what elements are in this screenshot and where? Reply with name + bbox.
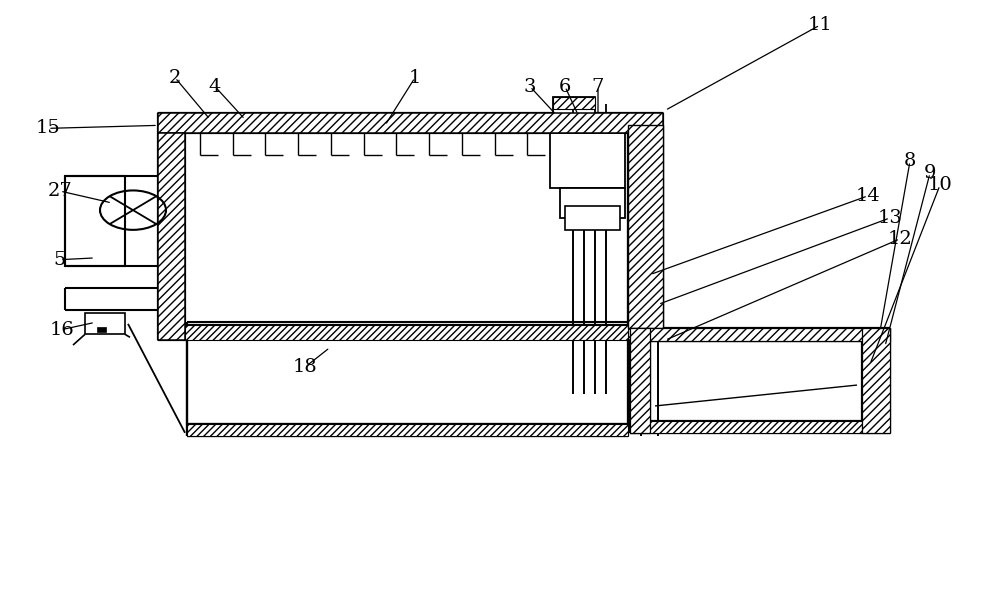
Text: 10: 10	[928, 176, 952, 194]
Bar	[862, 328, 890, 433]
Bar	[630, 328, 650, 433]
Bar	[628, 125, 663, 328]
Text: 11: 11	[808, 16, 832, 34]
Bar	[553, 97, 595, 133]
Bar	[85, 313, 125, 334]
Bar	[158, 133, 185, 340]
Text: 4: 4	[209, 78, 221, 96]
Bar	[158, 113, 663, 133]
Text: 13: 13	[878, 209, 902, 227]
Bar	[650, 341, 862, 421]
Text: 14: 14	[856, 187, 880, 205]
Text: 8: 8	[904, 152, 916, 170]
Text: 7: 7	[592, 78, 604, 96]
Bar	[187, 424, 628, 436]
Text: 3: 3	[524, 78, 536, 96]
Text: 5: 5	[54, 251, 66, 269]
Text: 12: 12	[888, 230, 912, 248]
Bar	[630, 328, 890, 341]
Text: 15: 15	[36, 119, 60, 137]
Text: 16: 16	[50, 321, 74, 338]
Bar	[628, 133, 663, 340]
Bar	[553, 97, 595, 109]
Bar	[185, 133, 628, 325]
Bar	[65, 176, 125, 266]
Bar	[185, 325, 628, 340]
Text: 2: 2	[169, 69, 181, 87]
Text: 6: 6	[559, 78, 571, 96]
Bar	[97, 327, 106, 332]
Bar	[565, 206, 620, 230]
Bar	[187, 328, 628, 424]
Bar	[630, 421, 862, 433]
Text: 27: 27	[48, 182, 72, 200]
Bar	[560, 188, 625, 218]
Text: 9: 9	[924, 164, 936, 182]
Bar	[550, 133, 625, 188]
Text: 18: 18	[293, 358, 317, 376]
Text: 1: 1	[409, 69, 421, 87]
